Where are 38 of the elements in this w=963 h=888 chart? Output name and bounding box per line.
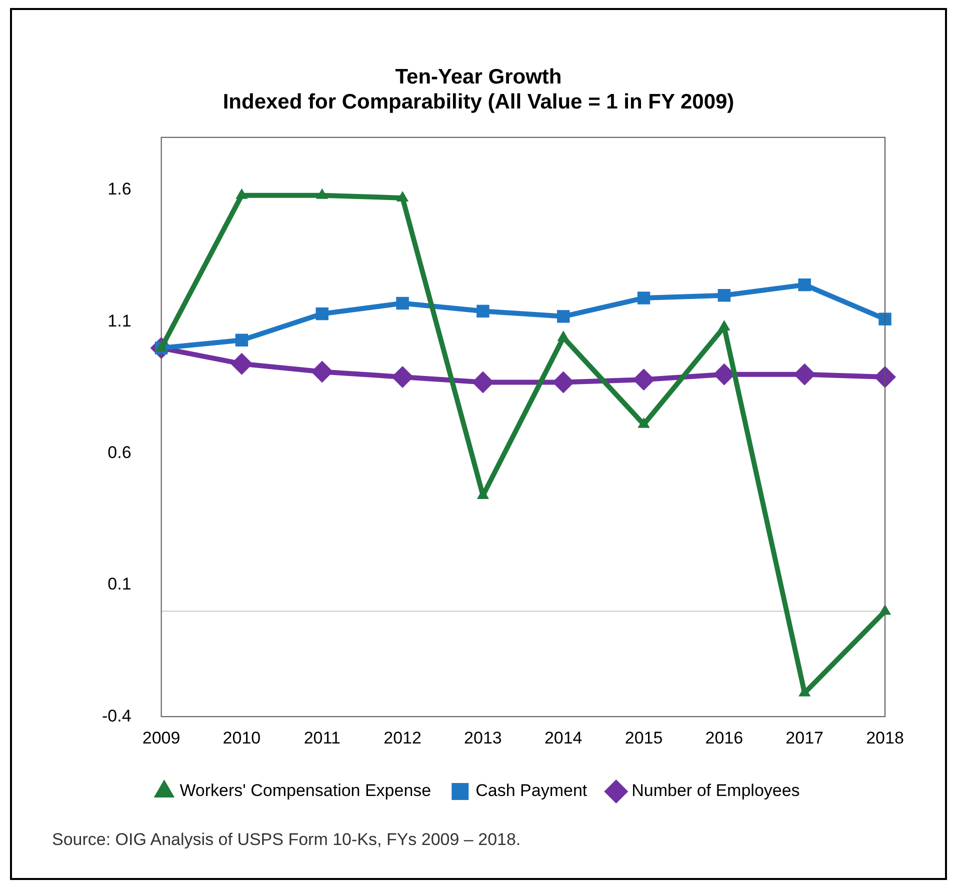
x-tick-label: 2018 bbox=[866, 728, 904, 748]
point bbox=[638, 417, 650, 428]
point bbox=[794, 363, 816, 386]
point bbox=[874, 366, 896, 388]
legend-label: Number of Employees bbox=[632, 781, 800, 800]
x-tick-label: 2012 bbox=[384, 728, 422, 748]
legend-label: Workers' Compensation Expense bbox=[180, 781, 432, 800]
point bbox=[230, 352, 253, 375]
point bbox=[316, 307, 328, 320]
text: Indexed for Comparability (All Value = 1 in FY 2009) bbox=[222, 90, 734, 114]
y-tick-label: 0.1 bbox=[108, 574, 132, 594]
point bbox=[235, 334, 248, 346]
y-tick-label: 1.6 bbox=[108, 180, 132, 199]
x-tick-label: 2009 bbox=[142, 728, 180, 748]
point bbox=[476, 304, 490, 318]
x-tick-label: 2011 bbox=[304, 728, 340, 748]
text: Ten-Year Growth bbox=[395, 65, 562, 88]
point bbox=[798, 278, 811, 292]
point bbox=[632, 368, 655, 391]
y-tick-label: -0.4 bbox=[102, 706, 132, 726]
point bbox=[472, 371, 494, 394]
point bbox=[718, 289, 731, 302]
y-tick-label: 1.1 bbox=[108, 311, 132, 330]
y-tick-label: 0.6 bbox=[108, 443, 132, 462]
x-tick-label: 2014 bbox=[544, 728, 582, 748]
point bbox=[878, 312, 892, 326]
point bbox=[392, 366, 414, 388]
legend-label: Cash Payment bbox=[476, 781, 588, 800]
x-tick-label: 2016 bbox=[705, 728, 744, 748]
point bbox=[637, 292, 650, 304]
x-tick-label: 2013 bbox=[464, 728, 502, 748]
source-note: Source: OIG Analysis of USPS Form 10-Ks, FYs 2009 – 2018. bbox=[52, 830, 521, 850]
point bbox=[556, 310, 570, 323]
point bbox=[396, 296, 409, 310]
x-tick-label: 2010 bbox=[222, 728, 261, 748]
x-tick-label: 2015 bbox=[624, 728, 663, 748]
point bbox=[311, 360, 334, 383]
x-tick-label: 2017 bbox=[786, 728, 824, 748]
